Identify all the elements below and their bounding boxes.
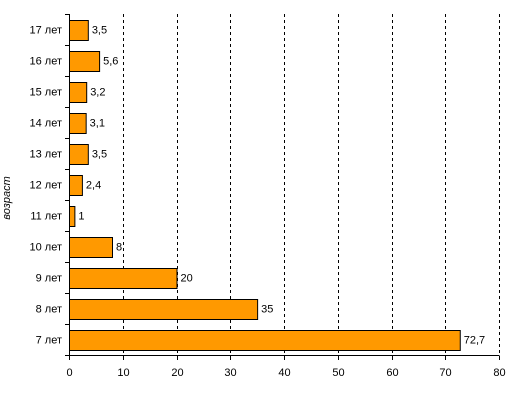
bar [69,51,101,72]
data-label: 3,2 [90,87,105,99]
y-tick-label: 17 лет [29,25,62,37]
x-tick-label: 80 [493,367,505,379]
y-axis-title: возраст [1,176,13,220]
data-label: 20 [181,273,193,285]
bar [69,20,89,41]
grid-lines [123,14,500,355]
x-tick-label: 50 [332,367,344,379]
y-tick-label: 11 лет [30,211,62,223]
bar [69,330,461,351]
x-tick-label: 0 [66,367,72,379]
x-tick-label: 10 [117,367,129,379]
bar [69,175,83,196]
bar [69,268,178,289]
data-label: 35 [261,304,273,316]
y-tick-label: 16 лет [29,56,62,68]
bar [69,237,113,258]
y-tick-label: 8 лет [36,304,62,316]
bar [69,206,76,227]
y-tick-label: 13 лет [29,149,62,161]
data-label: 8 [116,242,122,254]
data-label: 2,4 [86,180,101,192]
y-tick-label: 14 лет [29,118,62,130]
data-label: 5,6 [103,56,118,68]
x-tick-label: 30 [224,367,236,379]
x-tick-label: 70 [439,367,451,379]
data-label: 1 [78,211,84,223]
y-tick-label: 12 лет [29,180,62,192]
bar [69,299,259,320]
bar [69,144,89,165]
bar [69,82,88,103]
y-tick-label: 9 лет [36,273,62,285]
data-label: 72,7 [464,335,485,347]
bar [69,113,87,134]
axes [65,14,500,360]
data-label: 3,5 [92,149,107,161]
data-label: 3,5 [92,25,107,37]
bars [69,20,461,351]
y-tick-label: 15 лет [29,87,62,99]
y-tick-label: 10 лет [29,242,62,254]
x-tick-label: 20 [171,367,183,379]
x-tick-label: 40 [278,367,290,379]
data-label: 3,1 [90,118,105,130]
y-tick-label: 7 лет [36,335,62,347]
x-tick-label: 60 [386,367,398,379]
